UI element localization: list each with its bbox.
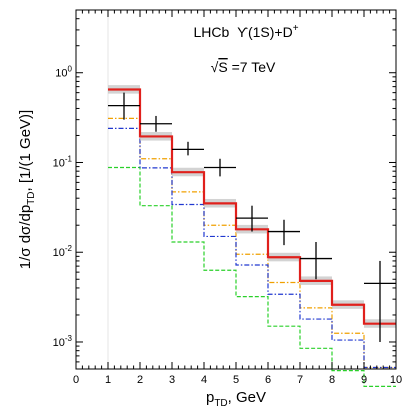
- y-tick-label-exponent: -3: [65, 334, 73, 343]
- series-layer: [108, 85, 396, 387]
- y-axis-title-unit: , [1/(1 GeV)]: [17, 110, 34, 192]
- y-axis-title-main: 1/σ dσ/dp: [17, 205, 34, 269]
- annotation-experiment: LHCb ϒ(1S)+D+: [193, 23, 298, 40]
- annotation-sqrt: √: [211, 59, 219, 75]
- data-point: [140, 115, 172, 132]
- annotation-lhcb: LHCb: [193, 24, 229, 40]
- data-point: [268, 219, 300, 246]
- x-axis-title: pTD, GeV: [206, 389, 266, 409]
- data-point: [204, 158, 236, 177]
- x-tick-label: 4: [201, 374, 207, 386]
- x-tick-label: 0: [73, 374, 79, 386]
- annotation-process: ϒ(1S)+D: [237, 24, 293, 40]
- x-tick-label: 2: [137, 374, 143, 386]
- y-tick-label-base: 10: [53, 337, 65, 349]
- annotation-energy: √S =7 TeV: [211, 59, 276, 75]
- x-tick-label: 5: [233, 374, 239, 386]
- y-tick-label-base: 10: [53, 247, 65, 259]
- data-points-layer: [108, 92, 396, 342]
- y-tick-label-exponent: -1: [65, 154, 73, 163]
- x-tick-label: 10: [390, 374, 402, 386]
- x-tick-label: 7: [297, 374, 303, 386]
- y-tick-label-base: 10: [53, 157, 65, 169]
- y-tick-label-base: 10: [55, 68, 67, 80]
- y-tick-label: 10-3: [53, 334, 73, 349]
- y-axis-title-sub: TD: [26, 191, 37, 204]
- data-point: [364, 260, 396, 342]
- data-point: [236, 205, 268, 232]
- x-tick-label: 8: [329, 374, 335, 386]
- y-axis-title: 1/σ dσ/dpTD, [1/(1 GeV)]: [17, 110, 37, 269]
- annotation-energy-value: =7 TeV: [228, 59, 276, 75]
- y-tick-label-exponent: -2: [65, 244, 73, 253]
- series-dashed-green: [108, 166, 396, 387]
- y-tick-label: 100: [55, 65, 72, 80]
- annotation-s: S: [218, 59, 227, 75]
- data-point: [108, 92, 140, 120]
- data-point: [300, 242, 332, 280]
- x-axis-title-unit: , GeV: [228, 389, 266, 406]
- data-point: [172, 141, 204, 156]
- x-axis-title-sub: TD: [214, 398, 227, 409]
- x-tick-label: 3: [169, 374, 175, 386]
- x-tick-label: 1: [105, 374, 111, 386]
- x-tick-label: 9: [361, 374, 367, 386]
- series-dashdot-orange: [108, 117, 396, 369]
- series-dashdot-blue: [108, 127, 396, 369]
- y-tick-label: 10-2: [53, 244, 73, 259]
- x-axis-title-main: p: [206, 389, 214, 406]
- x-tick-label: 6: [265, 374, 271, 386]
- y-tick-label: 10-1: [53, 154, 73, 169]
- annotation-charge: +: [293, 23, 299, 34]
- y-tick-label-exponent: 0: [68, 65, 73, 74]
